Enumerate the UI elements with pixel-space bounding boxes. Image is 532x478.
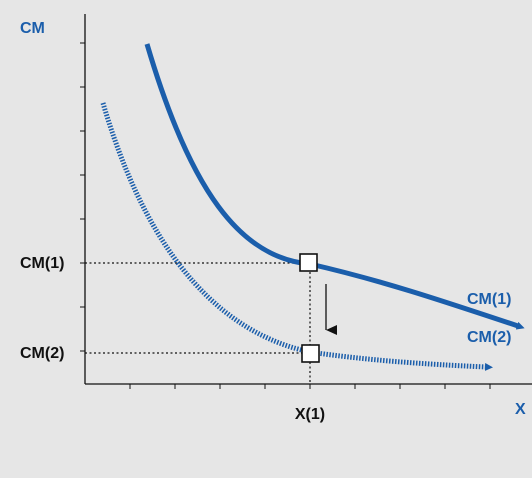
curve-cm1 [144, 43, 525, 330]
curve-label-cm1: CM(1) [467, 291, 511, 308]
x-axis-ticks [129, 384, 491, 389]
curve-cm2 [100, 102, 493, 371]
x-axis-label: X [515, 401, 526, 418]
y-axis-ticks [80, 42, 85, 352]
curve-label-cm2: CM(2) [467, 329, 511, 346]
point-cm2-marker [301, 344, 320, 363]
x-tick-label-x1: X(1) [295, 406, 325, 423]
y-tick-label-cm1: CM(1) [20, 255, 64, 272]
guide-lines [85, 262, 311, 384]
y-tick-label-cm2: CM(2) [20, 345, 64, 362]
point-cm1-marker [299, 253, 318, 272]
y-axis-label: CM [20, 20, 45, 37]
